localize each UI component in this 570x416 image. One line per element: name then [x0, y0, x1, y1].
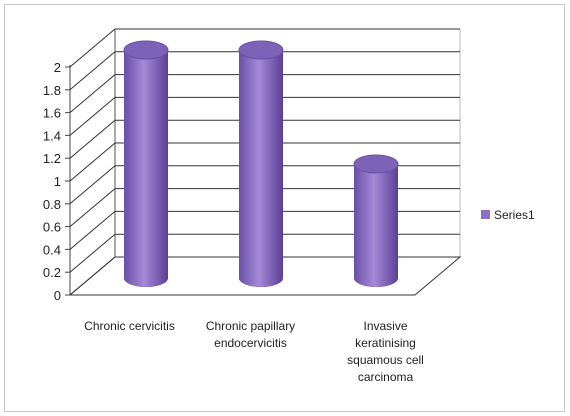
legend-swatch — [481, 210, 490, 219]
gridline-diagonal — [69, 211, 116, 250]
x-tick-label-line: carcinoma — [358, 370, 414, 384]
bar-body — [239, 50, 283, 287]
gridline-diagonal — [69, 142, 116, 182]
gridline-diagonal — [69, 119, 116, 159]
legend-label: Series1 — [494, 208, 535, 222]
x-tick-label-line: Chronic cervicitis — [84, 319, 175, 333]
x-axis-labels: Chronic cervicitis Chronic papillary endoc… — [84, 319, 424, 384]
y-tick-label: 0.8 — [43, 197, 61, 212]
y-tick-label: 2 — [54, 60, 61, 75]
x-tick-label: Chronic papillary endocervicitis — [206, 319, 295, 350]
bar-top — [353, 154, 399, 174]
bar — [123, 40, 169, 287]
y-tick-label: 1.6 — [43, 106, 61, 121]
x-tick-label-line: Chronic papillary — [206, 319, 295, 333]
y-tick-label: 0.6 — [43, 220, 61, 235]
chart-frame — [4, 4, 565, 412]
gridline-diagonal — [69, 51, 116, 91]
gridline-diagonal — [69, 188, 116, 227]
y-tick-label: 1.8 — [43, 83, 61, 98]
gridline-diagonal — [69, 165, 116, 205]
bar-body — [124, 50, 168, 287]
y-tick-label: 1 — [54, 174, 61, 189]
x-tick-label-line: squamous cell — [347, 353, 424, 367]
gridline-diagonal — [69, 256, 116, 296]
bar-body — [354, 164, 398, 287]
gridline-diagonal — [69, 97, 116, 136]
legend: Series1 — [481, 208, 535, 222]
y-tick-label: 0.2 — [43, 265, 61, 280]
y-tick-label: 1.4 — [43, 128, 61, 143]
bars — [123, 40, 399, 287]
x-tick-label-line: keratinising — [355, 336, 416, 350]
y-axis: 0 0.2 0.4 0.6 0.8 1 1.2 1.4 1.6 1.8 2 — [43, 60, 70, 303]
y-tick-label: 1.2 — [43, 151, 61, 166]
x-tick-label: Chronic cervicitis — [84, 319, 175, 333]
gridline-diagonal — [69, 74, 116, 113]
x-tick-label-line: endocervicitis — [214, 336, 287, 350]
x-tick-label-line: Invasive — [363, 319, 407, 333]
bar-top — [238, 40, 284, 60]
y-tick-label: 0.4 — [43, 242, 61, 257]
gridline-diagonal — [69, 28, 116, 68]
bar-top — [123, 40, 169, 60]
y-tick-label: 0 — [54, 288, 61, 303]
x-tick-label: Invasive keratinising squamous cell carcino… — [347, 319, 424, 384]
bar — [238, 40, 284, 287]
bar — [353, 154, 399, 287]
gridlines — [69, 28, 460, 296]
gridline-diagonal — [69, 233, 116, 273]
